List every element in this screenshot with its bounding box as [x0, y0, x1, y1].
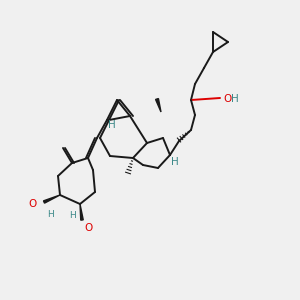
Text: H: H — [171, 157, 179, 167]
Polygon shape — [156, 99, 161, 112]
Polygon shape — [44, 195, 60, 203]
Polygon shape — [80, 204, 83, 220]
Text: H: H — [46, 210, 53, 219]
Text: H: H — [70, 211, 76, 220]
Text: O: O — [29, 199, 37, 209]
Text: H: H — [108, 120, 116, 130]
Text: O: O — [84, 223, 92, 233]
Text: H: H — [231, 94, 239, 104]
Text: O: O — [223, 94, 231, 104]
